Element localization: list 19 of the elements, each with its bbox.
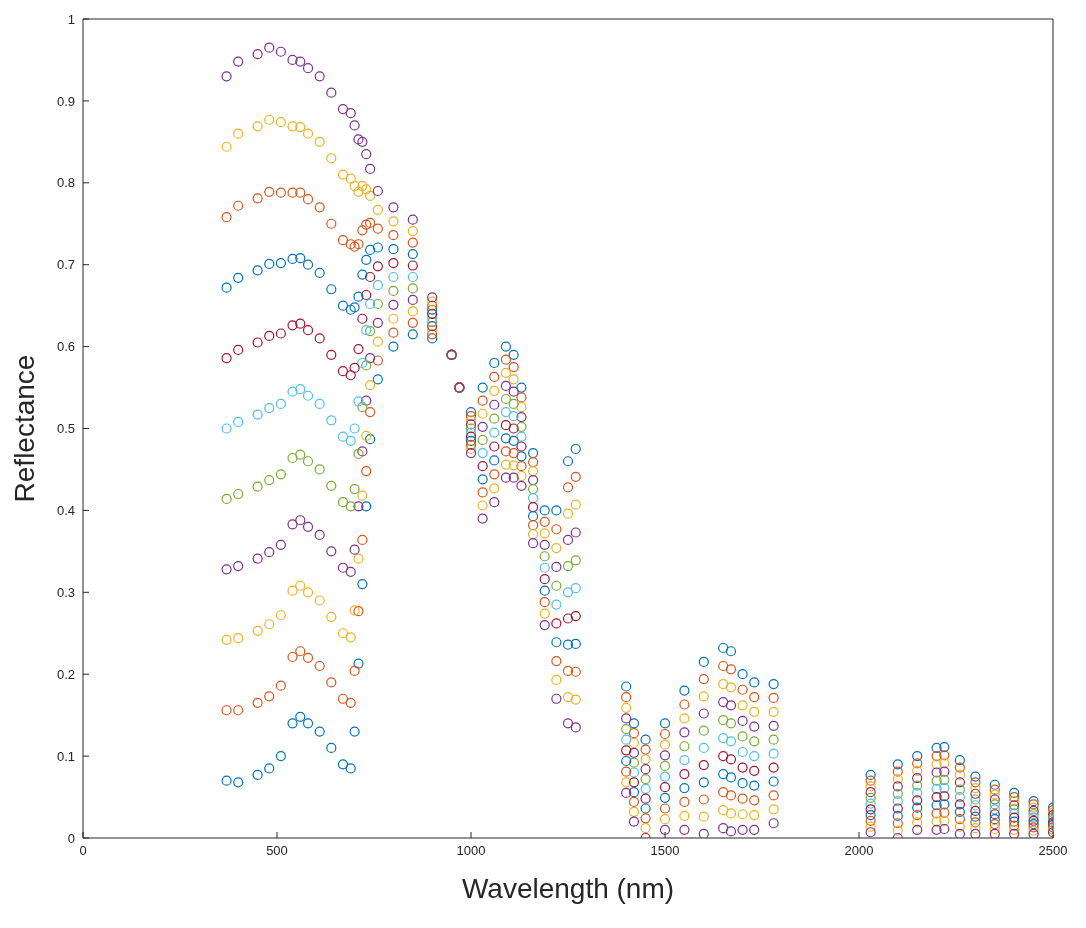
y-tick-label: 0.8 <box>56 175 75 191</box>
x-tick-label: 2500 <box>1038 843 1068 859</box>
x-tick-label: 1500 <box>650 843 680 859</box>
x-tick-label: 500 <box>266 843 288 859</box>
y-tick-label: 0 <box>67 830 75 846</box>
y-tick-label: 0.1 <box>56 748 75 764</box>
y-axis-title: Reflectance <box>8 354 40 503</box>
x-tick-label: 1000 <box>456 843 486 859</box>
y-tick-label: 0.2 <box>56 666 75 682</box>
y-tick-label: 0.7 <box>56 257 75 273</box>
x-tick-label: 0 <box>79 843 87 859</box>
y-tick-label: 0.3 <box>56 584 75 600</box>
x-tick-label: 2000 <box>844 843 874 859</box>
y-tick-label: 0.4 <box>56 503 75 519</box>
x-axis-title: Wavelength (nm) <box>461 873 675 904</box>
y-tick-label: 0.5 <box>56 421 75 437</box>
y-tick-label: 1 <box>67 11 75 27</box>
y-tick-label: 0.9 <box>56 93 75 109</box>
y-tick-label: 0.6 <box>56 339 75 355</box>
